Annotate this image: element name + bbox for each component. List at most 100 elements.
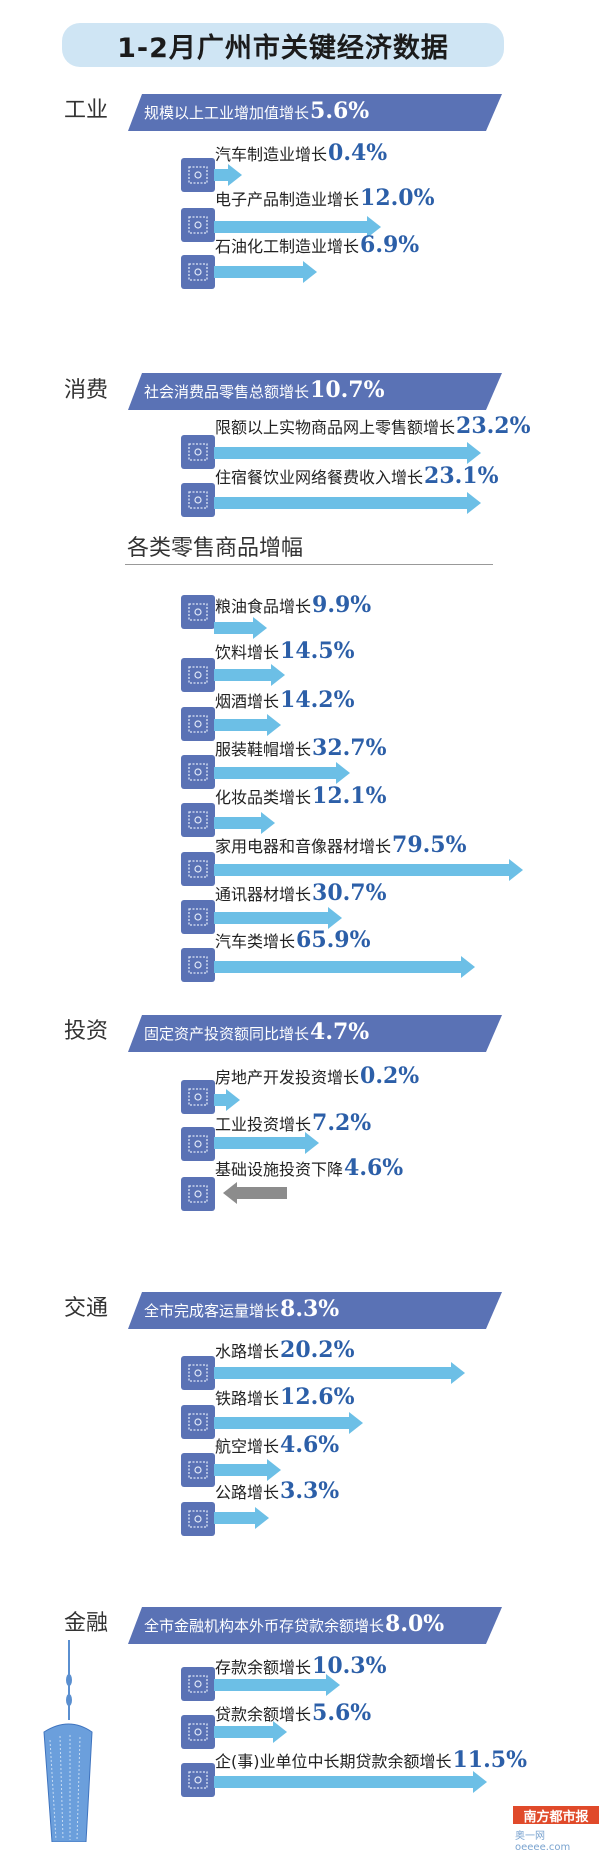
up-arrow-bar bbox=[214, 1674, 340, 1696]
up-arrow-bar bbox=[214, 859, 523, 881]
item-text: 粮油食品增长 bbox=[215, 597, 312, 616]
arrow-shaft bbox=[214, 447, 467, 459]
headline: 全市完成客运量增长 8.3% bbox=[144, 1292, 339, 1329]
item-text: 家用电器和音像器材增长 bbox=[215, 837, 392, 856]
section-label: 投资 bbox=[64, 1019, 109, 1044]
train-icon bbox=[181, 1405, 215, 1439]
arrow-head bbox=[267, 1459, 281, 1481]
headline-value: 8.3% bbox=[280, 1296, 340, 1322]
battery-icon bbox=[181, 208, 215, 242]
arrow-shaft bbox=[214, 221, 367, 233]
deposit-icon bbox=[181, 1667, 215, 1701]
petrochemical-icon bbox=[181, 255, 215, 289]
item-text: 烟酒增长 bbox=[215, 692, 280, 711]
arrow-head bbox=[271, 664, 285, 686]
headline-text: 固定资产投资额同比增长 bbox=[144, 1025, 310, 1043]
arrow-head bbox=[473, 1771, 487, 1793]
arrow-shaft bbox=[214, 1679, 326, 1691]
item-label: 铁路增长 12.6% bbox=[215, 1384, 355, 1410]
headline-value: 8.0% bbox=[385, 1611, 445, 1637]
arrow-head bbox=[261, 812, 275, 834]
arrow-shaft bbox=[214, 1726, 273, 1738]
section-headline-banner: 固定资产投资额同比增长 4.7% bbox=[128, 1015, 502, 1052]
item-text: 房地产开发投资增长 bbox=[215, 1068, 360, 1087]
arrow-shaft bbox=[214, 497, 467, 509]
arrow-shaft bbox=[214, 767, 336, 779]
grain-oil-icon bbox=[181, 595, 215, 629]
item-value: 6.9% bbox=[360, 232, 420, 258]
beverage-icon bbox=[181, 658, 215, 692]
up-arrow-bar bbox=[214, 1362, 465, 1384]
item-value: 23.1% bbox=[424, 463, 499, 489]
arrow-shaft bbox=[214, 1137, 305, 1149]
up-arrow-bar bbox=[214, 956, 475, 978]
item-label: 贷款余额增长 5.6% bbox=[215, 1700, 371, 1726]
item-value: 12.1% bbox=[312, 783, 387, 809]
item-label: 公路增长 3.3% bbox=[215, 1478, 339, 1504]
item-value: 79.5% bbox=[392, 832, 467, 858]
airplane-icon bbox=[181, 1453, 215, 1487]
logo-subtext: 奥一网oeeee.com bbox=[515, 1831, 571, 1853]
item-value: 12.6% bbox=[280, 1384, 355, 1410]
item-value: 0.4% bbox=[328, 140, 388, 166]
headline: 社会消费品零售总额增长 10.7% bbox=[144, 373, 385, 410]
section-headline-banner: 规模以上工业增加值增长 5.6% bbox=[128, 94, 502, 131]
item-label: 服装鞋帽增长 32.7% bbox=[215, 735, 387, 761]
arrow-head bbox=[255, 1507, 269, 1529]
item-label: 石油化工制造业增长 6.9% bbox=[215, 232, 419, 258]
arrow-shaft bbox=[214, 912, 328, 924]
item-label: 粮油食品增长 9.9% bbox=[215, 592, 371, 618]
arrow-shaft bbox=[214, 961, 461, 973]
item-text: 工业投资增长 bbox=[215, 1115, 312, 1134]
item-label: 房地产开发投资增长 0.2% bbox=[215, 1063, 419, 1089]
up-arrow-bar bbox=[214, 164, 242, 186]
item-label: 烟酒增长 14.2% bbox=[215, 687, 355, 713]
headline-text: 规模以上工业增加值增长 bbox=[144, 104, 310, 122]
up-arrow-bar bbox=[214, 714, 281, 736]
item-label: 汽车制造业增长 0.4% bbox=[215, 140, 387, 166]
item-value: 12.0% bbox=[360, 185, 435, 211]
arrow-shaft bbox=[214, 1094, 226, 1106]
item-value: 30.7% bbox=[312, 880, 387, 906]
item-text: 饮料增长 bbox=[215, 643, 280, 662]
arrow-head bbox=[226, 1089, 240, 1111]
item-text: 住宿餐饮业网络餐费收入增长 bbox=[215, 468, 424, 487]
factory-icon bbox=[181, 1127, 215, 1161]
item-value: 11.5% bbox=[452, 1747, 528, 1773]
item-text: 贷款余额增长 bbox=[215, 1705, 312, 1724]
headline-value: 10.7% bbox=[310, 377, 385, 403]
arrow-head bbox=[509, 859, 523, 881]
ship-icon bbox=[181, 1356, 215, 1390]
arrow-shaft bbox=[214, 669, 271, 681]
item-label: 基础设施投资下降 4.6% bbox=[215, 1155, 403, 1181]
section-label: 消费 bbox=[64, 378, 109, 403]
arrow-head bbox=[451, 1362, 465, 1384]
section-headline-banner: 全市完成客运量增长 8.3% bbox=[128, 1292, 502, 1329]
title-banner: 1-2月广州市关键经济数据 bbox=[62, 23, 504, 67]
phone-icon bbox=[181, 900, 215, 934]
item-value: 14.2% bbox=[280, 687, 355, 713]
arrow-shaft bbox=[214, 1464, 267, 1476]
enterprise-loan-icon bbox=[181, 1763, 215, 1797]
item-text: 电子产品制造业增长 bbox=[215, 190, 360, 209]
arrow-head bbox=[326, 1674, 340, 1696]
item-value: 32.7% bbox=[312, 735, 387, 761]
gear-icon bbox=[181, 158, 215, 192]
headline-text: 全市金融机构本外币存贷款余额增长 bbox=[144, 1617, 385, 1635]
arrow-shaft bbox=[214, 1367, 451, 1379]
item-label: 汽车类增长 65.9% bbox=[215, 927, 371, 953]
real-estate-icon bbox=[181, 1080, 215, 1114]
item-label: 通讯器材增长 30.7% bbox=[215, 880, 387, 906]
newspaper-logo: 南方都市报 bbox=[513, 1806, 599, 1825]
item-label: 电子产品制造业增长 12.0% bbox=[215, 185, 435, 211]
arrow-head bbox=[328, 907, 342, 929]
logo-text: 南方都市报 bbox=[523, 1809, 589, 1825]
item-value: 65.9% bbox=[296, 927, 371, 953]
arrow-shaft bbox=[214, 719, 267, 731]
up-arrow-bar bbox=[214, 261, 317, 283]
item-value: 0.2% bbox=[360, 1063, 420, 1089]
arrow-shaft bbox=[237, 1187, 287, 1199]
section-label: 交通 bbox=[64, 1296, 109, 1321]
up-arrow-bar bbox=[214, 1721, 287, 1743]
arrow-shaft bbox=[214, 169, 228, 181]
